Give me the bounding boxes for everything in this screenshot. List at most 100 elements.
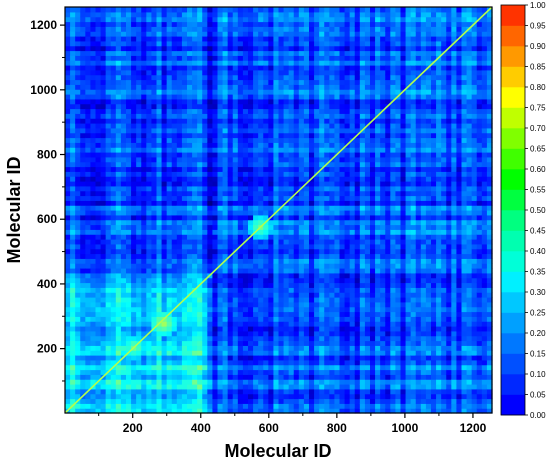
heatmap-cell [237,297,244,303]
heatmap-cell [344,248,351,255]
heatmap-cell [298,40,305,47]
heatmap-cell [115,277,122,284]
heatmap-cell [151,60,158,66]
heatmap-cell [212,79,219,85]
heatmap-cell [187,326,193,332]
heatmap-cell [90,234,97,240]
heatmap-cell [95,388,102,395]
heatmap-cell [85,103,92,110]
heatmap-cell [202,292,208,298]
heatmap-cell [156,253,163,259]
heatmap-cell [248,55,254,61]
heatmap-cell [232,335,239,342]
heatmap-cell [364,268,371,274]
heatmap-cell [227,60,234,66]
heatmap-cell [288,36,295,42]
heatmap-cell [263,258,269,264]
heatmap-cell [324,374,330,380]
heatmap-cell [258,40,264,47]
heatmap-cell [161,74,168,81]
heatmap-cell [253,253,259,259]
heatmap-cell [197,11,203,18]
heatmap-cell [309,355,315,361]
heatmap-cell [187,282,193,288]
heatmap-cell [181,36,188,42]
heatmap-cell [217,229,224,235]
heatmap-cell [171,98,178,105]
heatmap-cell [329,229,336,235]
heatmap-cell [339,364,346,371]
heatmap-cell [212,11,219,18]
heatmap-cell [65,103,71,110]
heatmap-cell [253,379,259,385]
heatmap-cell [339,127,346,134]
heatmap-cell [329,287,336,293]
heatmap-cell [197,195,203,201]
heatmap-cell [126,98,132,105]
heatmap-cell [120,330,127,337]
heatmap-cell [288,272,295,279]
heatmap-cell [237,123,244,129]
heatmap-cell [141,229,147,235]
heatmap-cell [156,123,163,129]
heatmap-cell [65,321,71,327]
heatmap-cell [151,152,158,158]
heatmap-cell [151,243,158,250]
heatmap-cell [207,340,214,346]
heatmap-cell [65,69,71,76]
heatmap-cell [192,326,198,332]
heatmap-cell [202,181,208,187]
heatmap-cell [161,408,168,414]
heatmap-cell [237,176,244,182]
heatmap-cell [161,113,168,119]
heatmap-cell [237,287,244,293]
heatmap-cell [349,84,356,90]
heatmap-cell [253,287,259,293]
heatmap-cell [354,340,361,346]
heatmap-cell [151,205,158,211]
heatmap-cell [202,243,208,250]
heatmap-cell [222,379,229,385]
heatmap-cell [192,282,198,288]
heatmap-cell [298,84,305,90]
heatmap-cell [136,89,142,95]
heatmap-cell [100,185,107,192]
heatmap-cell [75,26,81,32]
heatmap-cell [263,74,269,81]
heatmap-cell [141,243,147,250]
heatmap-cell [146,306,153,313]
heatmap-cell [222,282,229,288]
heatmap-cell [268,123,275,129]
heatmap-cell [222,287,229,293]
heatmap-cell [258,229,264,235]
heatmap-cell [268,69,275,76]
heatmap-cell [176,311,183,317]
heatmap-cell [212,403,219,409]
heatmap-cell [95,36,102,42]
heatmap-cell [90,316,97,322]
heatmap-cell [110,393,117,400]
heatmap-cell [161,297,168,303]
heatmap-cell [329,359,336,366]
heatmap-cell [253,311,259,317]
heatmap-cell [268,379,275,385]
heatmap-cell [146,137,153,143]
heatmap-cell [212,301,219,308]
heatmap-cell [334,118,341,124]
heatmap-cell [166,350,173,356]
heatmap-cell [126,408,132,414]
heatmap-cell [202,268,208,274]
heatmap-cell [303,26,310,32]
heatmap-cell [232,74,239,81]
heatmap-cell [273,272,280,279]
heatmap-cell [309,113,315,119]
heatmap-cell [100,311,107,317]
heatmap-cell [131,263,137,269]
heatmap-cell [217,74,224,81]
heatmap-cell [126,108,132,114]
heatmap-cell [334,297,341,303]
heatmap-cell [212,243,219,250]
heatmap-cell [344,326,351,332]
heatmap-cell [344,369,351,375]
heatmap-cell [278,98,285,105]
